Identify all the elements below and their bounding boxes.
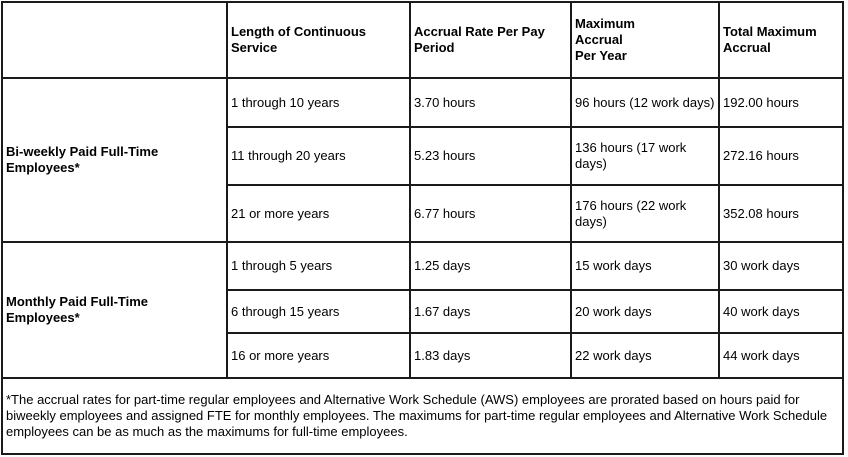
cell-service: 21 or more years: [226, 184, 411, 243]
table-row: Bi-weekly Paid Full-Time Employees* 1 th…: [1, 77, 844, 243]
group-label-biweekly: Bi-weekly Paid Full-Time Employees*: [1, 77, 228, 243]
cell-service: 16 or more years: [226, 332, 411, 379]
header-cell-max-accrual-per-year: Maximum Accrual Per Year: [570, 1, 720, 79]
header-cell-total-max-accrual: Total Maximum Accrual: [718, 1, 844, 79]
table-row: 16 or more years 1.83 days 22 work days …: [2, 332, 844, 379]
header-cell-length-of-service: Length of Continuous Service: [226, 1, 411, 79]
table-row: 11 through 20 years 5.23 hours 136 hours…: [2, 126, 844, 186]
cell-max-per-year: 136 hours (17 work days): [570, 126, 720, 186]
cell-total-max: 192.00 hours: [718, 77, 844, 128]
cell-rate: 1.83 days: [409, 332, 572, 379]
cell-total-max: 352.08 hours: [718, 184, 844, 243]
footnote-row: *The accrual rates for part-time regular…: [1, 377, 844, 455]
cell-max-per-year: 15 work days: [570, 241, 720, 291]
cell-rate: 3.70 hours: [409, 77, 572, 128]
header-row: Length of Continuous Service Accrual Rat…: [1, 1, 844, 79]
cell-total-max: 44 work days: [718, 332, 844, 379]
cell-rate: 6.77 hours: [409, 184, 572, 243]
header-cell-empty: [1, 1, 228, 79]
cell-max-per-year: 176 hours (22 work days): [570, 184, 720, 243]
cell-rate: 1.67 days: [409, 289, 572, 334]
cell-rate: 1.25 days: [409, 241, 572, 291]
cell-service: 1 through 10 years: [226, 77, 411, 128]
table-row: 21 or more years 6.77 hours 176 hours (2…: [2, 184, 844, 243]
cell-service: 1 through 5 years: [226, 241, 411, 291]
table-row: 6 through 15 years 1.67 days 20 work day…: [2, 289, 844, 334]
group-label-monthly: Monthly Paid Full-Time Employees*: [1, 241, 228, 379]
cell-rate: 5.23 hours: [409, 126, 572, 186]
table-row: Monthly Paid Full-Time Employees* 1 thro…: [1, 241, 844, 379]
cell-service: 11 through 20 years: [226, 126, 411, 186]
cell-total-max: 30 work days: [718, 241, 844, 291]
cell-total-max: 272.16 hours: [718, 126, 844, 186]
cell-service: 6 through 15 years: [226, 289, 411, 334]
cell-max-per-year: 22 work days: [570, 332, 720, 379]
header-cell-accrual-rate: Accrual Rate Per Pay Period: [409, 1, 572, 79]
cell-max-per-year: 20 work days: [570, 289, 720, 334]
footnote-text: *The accrual rates for part-time regular…: [1, 377, 844, 455]
cell-max-per-year: 96 hours (12 work days): [570, 77, 720, 128]
cell-total-max: 40 work days: [718, 289, 844, 334]
